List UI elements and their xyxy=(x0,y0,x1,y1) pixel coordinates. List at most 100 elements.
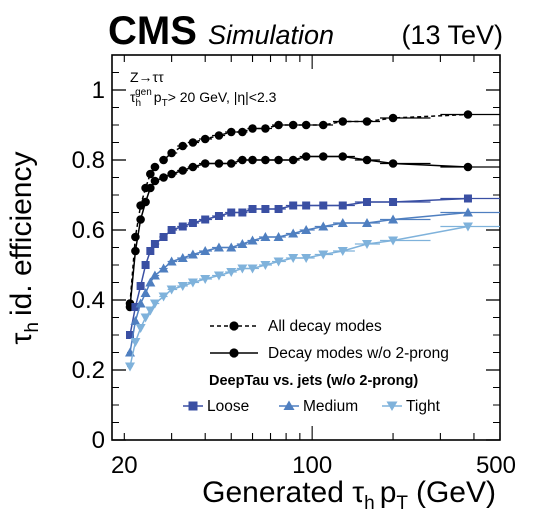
data-point xyxy=(145,277,156,287)
axis-ticks xyxy=(112,54,501,441)
data-point xyxy=(274,205,283,213)
data-point xyxy=(388,159,398,168)
data-point xyxy=(289,201,298,210)
data-point xyxy=(136,215,145,224)
data-point xyxy=(146,247,155,255)
y-tick-label: 1 xyxy=(92,77,105,104)
legend-label-loose: Loose xyxy=(207,398,249,415)
annotation-selection: τhgen pT> 20 GeV, |η|<2.3 xyxy=(130,87,277,109)
data-point xyxy=(150,240,159,248)
data-point xyxy=(178,166,188,175)
annotation-tau: τ xyxy=(130,89,136,105)
subtitle-label: Simulation xyxy=(208,20,334,50)
y-axis-rest: id. efficiency xyxy=(5,152,38,317)
data-point xyxy=(149,299,160,309)
legend-label-medium: Medium xyxy=(303,398,358,415)
data-point xyxy=(145,306,156,316)
data-point xyxy=(261,205,270,213)
data-point xyxy=(247,235,258,245)
x-axis-sub-T: T xyxy=(396,493,408,514)
data-point xyxy=(124,362,135,372)
data-point xyxy=(274,120,283,130)
legend-marker-tight xyxy=(386,401,398,411)
annotation-cuts: > 20 GeV, |η|<2.3 xyxy=(168,89,277,105)
data-point xyxy=(288,228,299,238)
x-tick-label: 20 xyxy=(111,452,138,479)
data-point xyxy=(261,124,270,133)
data-point xyxy=(140,313,151,323)
legend-header: DeepTau vs. jets (w/o 2-prong) xyxy=(209,373,418,389)
data-point xyxy=(130,316,141,325)
x-axis-p: p xyxy=(380,476,397,509)
data-point xyxy=(136,282,145,290)
data-point xyxy=(463,162,473,172)
series-3 xyxy=(124,207,500,357)
y-tick-label: 0.6 xyxy=(72,217,105,244)
data-point xyxy=(238,127,247,137)
data-point xyxy=(248,205,257,213)
data-point xyxy=(140,288,151,297)
data-point xyxy=(214,131,224,140)
tick-labels: 0 0.2 0.4 0.6 0.8 1 20 100 500 xyxy=(72,77,516,479)
data-point xyxy=(388,236,399,246)
data-point xyxy=(337,218,348,227)
legend-entry-loose: Loose xyxy=(183,398,249,415)
data-point xyxy=(462,222,473,232)
data-point xyxy=(167,226,176,234)
data-point xyxy=(318,120,328,130)
data-point xyxy=(166,285,177,295)
data-point xyxy=(273,257,284,267)
y-axis-sub: h xyxy=(22,322,43,333)
legend-label-tight: Tight xyxy=(406,398,441,415)
data-point xyxy=(200,159,210,168)
data-point xyxy=(462,207,473,217)
data-point xyxy=(238,208,247,217)
legend-entry-tight: Tight xyxy=(382,398,441,415)
data-point xyxy=(248,124,257,133)
data-point xyxy=(214,212,223,220)
legend-label-no2prong: Decay modes w/o 2-prong xyxy=(268,345,449,362)
data-point xyxy=(150,162,160,172)
data-point xyxy=(188,138,198,147)
data-point xyxy=(200,134,210,144)
legend-marker-loose xyxy=(188,401,198,411)
legend-entry-medium: Medium xyxy=(279,398,358,415)
annotation-gen: gen xyxy=(135,87,152,98)
data-point xyxy=(178,141,188,151)
annotation-process: Z→ττ xyxy=(130,69,164,85)
data-point xyxy=(463,194,472,203)
data-point xyxy=(146,169,155,179)
data-point xyxy=(166,256,177,266)
data-point xyxy=(301,254,312,263)
annotation-p: p xyxy=(154,89,162,105)
data-point xyxy=(135,324,146,333)
data-point xyxy=(248,155,257,165)
data-point xyxy=(362,155,372,165)
data-point xyxy=(141,261,150,269)
y-tick-label: 0.2 xyxy=(72,357,105,384)
data-point xyxy=(301,120,311,130)
annotation-pt-sub: T xyxy=(162,98,168,109)
data-point xyxy=(150,176,160,186)
data-point xyxy=(146,183,155,193)
data-point xyxy=(362,117,372,126)
data-point xyxy=(188,162,198,172)
data-point xyxy=(389,198,398,206)
data-point xyxy=(363,198,372,206)
y-tick-label: 0.4 xyxy=(72,287,105,314)
x-axis-sub-h: h xyxy=(364,493,375,514)
series-1 xyxy=(125,152,500,312)
legend-marker-medium xyxy=(283,400,295,410)
y-axis-title: τh id. efficiency xyxy=(5,152,43,345)
data-point xyxy=(213,242,224,252)
data-point xyxy=(226,242,237,252)
data-point xyxy=(177,253,188,262)
data-point xyxy=(201,215,210,224)
data-point xyxy=(159,233,168,241)
selection-annotation: Z→ττ τhgen pT> 20 GeV, |η|<2.3 xyxy=(130,69,277,109)
data-point xyxy=(167,148,176,158)
data-point xyxy=(238,155,247,165)
annotation-tau-sub: h xyxy=(136,98,142,109)
data-point xyxy=(226,268,237,277)
data-point xyxy=(131,246,140,256)
